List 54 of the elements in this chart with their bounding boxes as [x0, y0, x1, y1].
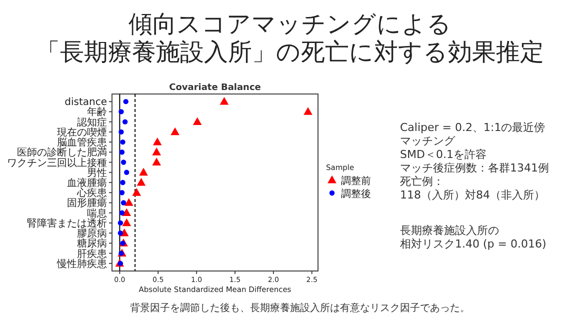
point	[119, 190, 125, 196]
text: Caliper = 0.2、1:1の最近傍	[400, 121, 546, 134]
point	[170, 127, 180, 136]
point	[118, 109, 124, 114]
point	[119, 150, 125, 155]
point	[139, 168, 148, 176]
text: 相対リスク1.40 (p = 0.016)	[400, 238, 546, 250]
point	[152, 148, 161, 156]
point	[122, 119, 128, 124]
text: SMD＜0.1を許容	[400, 148, 486, 161]
text: マッチング	[400, 134, 456, 148]
y-tick-label: 固形腫瘍	[67, 197, 107, 210]
y-tick-label: 血液腫瘍	[67, 177, 107, 189]
chart-subtitle: 「長期療養施設入所」の死亡に対する効果推定	[36, 38, 544, 66]
y-tick-label: 喘息	[87, 207, 107, 220]
chart-title: 傾向スコアマッチングによる	[128, 10, 452, 38]
point	[152, 158, 161, 166]
y-tick-label: 糖尿病	[77, 238, 107, 250]
y-tick-label: 年齢	[87, 106, 107, 118]
y-tick-label: 慢性肺疾患	[56, 258, 107, 270]
point	[304, 107, 312, 115]
point	[136, 178, 146, 186]
point	[119, 210, 125, 216]
y-tick-label: 現在の喫煙	[57, 126, 107, 138]
point	[220, 96, 229, 105]
text: マッチ後症例数：各群1341例	[400, 162, 549, 174]
y-tick-label: 肝疾患	[77, 248, 107, 260]
y-tick-label: 医師の診断した肥満	[17, 146, 107, 159]
point	[132, 188, 141, 196]
point	[120, 139, 126, 145]
y-tick-label: ワクチン三回以上接種	[7, 156, 107, 169]
point	[124, 170, 130, 175]
point	[118, 230, 124, 236]
point	[152, 137, 162, 146]
text: 118（入所）対84（非入所）	[400, 188, 545, 202]
point	[118, 129, 124, 135]
point	[123, 98, 128, 104]
point	[124, 198, 134, 206]
legend-label: 調整後	[341, 188, 371, 200]
legend-label: 調整前	[341, 175, 371, 187]
point	[120, 200, 126, 206]
y-tick-label: 認知症	[77, 116, 107, 128]
point	[120, 160, 126, 165]
point	[192, 117, 202, 126]
point	[122, 218, 132, 226]
y-tick-label: 腎障害または透析	[27, 217, 107, 230]
text: 背景因子を調節した後も、長期療養施設入所は有意なリスク因子であった。	[130, 302, 470, 314]
point	[122, 208, 132, 216]
y-tick-label: 男性	[87, 166, 107, 179]
point	[120, 180, 126, 186]
text: Covariate Balance	[169, 83, 261, 93]
point	[118, 220, 124, 226]
text: 長期療養施設入所の	[400, 224, 499, 237]
text: 死亡例：	[400, 175, 444, 188]
